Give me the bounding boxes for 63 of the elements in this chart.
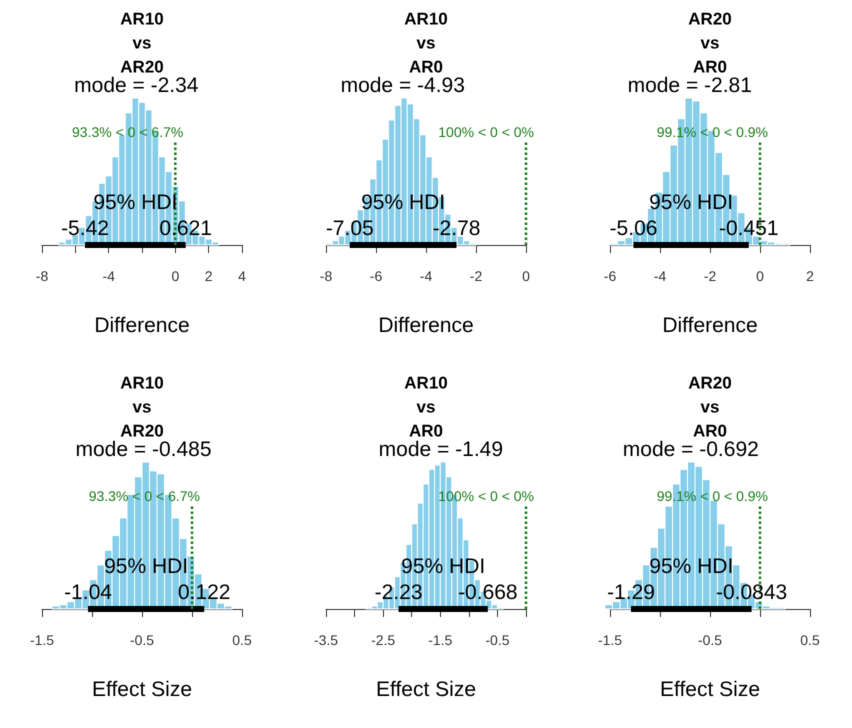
x-axis-title: Effect Size bbox=[92, 678, 192, 701]
x-tick-label: 2 bbox=[204, 268, 213, 284]
annotation: -1.04 bbox=[64, 581, 112, 604]
x-tick-label: -4 bbox=[102, 268, 116, 284]
annotation: -0.668 bbox=[458, 581, 518, 604]
x-tick-label: -4 bbox=[420, 268, 432, 284]
annotation: 0.122 bbox=[178, 581, 230, 604]
x-tick-label: 0.5 bbox=[800, 632, 820, 648]
x-tick-label: -4 bbox=[654, 268, 666, 284]
annotation: 95% HDI bbox=[649, 191, 734, 214]
annotation: mode = -0.692 bbox=[622, 438, 759, 461]
chart-title: AR20 vs AR0 bbox=[688, 374, 732, 440]
annotation: -1.29 bbox=[607, 581, 655, 604]
x-tick-label: -2 bbox=[704, 268, 716, 284]
annotation: -2.23 bbox=[374, 581, 423, 604]
x-tick-label: -1.5 bbox=[598, 632, 622, 648]
x-axis-title: Effect Size bbox=[660, 678, 760, 701]
annotation: -0.0843 bbox=[716, 581, 788, 604]
annotation: mode = -2.81 bbox=[628, 74, 752, 97]
x-tick-label: -8 bbox=[320, 268, 332, 284]
x-tick-label: 0 bbox=[756, 268, 764, 284]
annotation: mode = -1.49 bbox=[378, 438, 504, 461]
x-tick-label: -6 bbox=[370, 268, 382, 284]
annotation: -5.42 bbox=[61, 217, 109, 240]
annotation: 0.621 bbox=[159, 217, 212, 240]
x-tick-label: -8 bbox=[36, 268, 48, 284]
annotation: 95% HDI bbox=[361, 191, 446, 214]
chart-title: AR10 vs AR0 bbox=[404, 374, 448, 440]
x-axis-title: Difference bbox=[378, 314, 474, 337]
annotation: 95% HDI bbox=[104, 555, 188, 578]
chart-title: AR20 vs AR0 bbox=[688, 10, 732, 76]
annotation: -2.78 bbox=[432, 217, 480, 240]
x-axis-title: Difference bbox=[662, 314, 758, 337]
annotation: mode = -0.485 bbox=[75, 438, 212, 461]
x-tick-label: -2.5 bbox=[371, 632, 396, 648]
annotation: 95% HDI bbox=[401, 555, 486, 578]
x-tick-label: -0.5 bbox=[130, 632, 154, 648]
x-tick-label: 0 bbox=[522, 268, 530, 284]
x-tick-label: 4 bbox=[238, 268, 246, 284]
annotation: -7.05 bbox=[326, 217, 374, 240]
x-tick-label: 0 bbox=[171, 268, 180, 284]
annotation: -0.451 bbox=[718, 217, 778, 240]
annotation: 95% HDI bbox=[649, 555, 734, 578]
x-tick-label: -1.5 bbox=[30, 632, 54, 648]
x-tick-label: -0.5 bbox=[485, 632, 510, 648]
x-tick-label: 0.5 bbox=[232, 632, 252, 648]
annotation: 100% < 0 < 0% bbox=[438, 124, 534, 140]
x-axis-title: Effect Size bbox=[376, 678, 476, 701]
chart-title: AR10 vs AR20 bbox=[120, 10, 164, 76]
x-axis-title: Difference bbox=[94, 314, 190, 337]
annotation: 95% HDI bbox=[93, 191, 178, 214]
annotation: mode = -4.93 bbox=[340, 74, 465, 97]
x-tick-label: -2 bbox=[470, 268, 482, 284]
annotation: mode = -2.34 bbox=[74, 74, 199, 97]
x-tick-label: -6 bbox=[604, 268, 616, 284]
chart-title: AR10 vs AR0 bbox=[404, 10, 448, 76]
x-tick-label: 2 bbox=[806, 268, 814, 284]
x-tick-label: -0.5 bbox=[698, 632, 722, 648]
chart-title: AR10 vs AR20 bbox=[120, 374, 164, 440]
annotation: -5.06 bbox=[610, 217, 658, 240]
x-tick-label: -1.5 bbox=[428, 632, 453, 648]
x-tick-label: -3.5 bbox=[314, 632, 338, 648]
annotation: 100% < 0 < 0% bbox=[438, 488, 534, 504]
